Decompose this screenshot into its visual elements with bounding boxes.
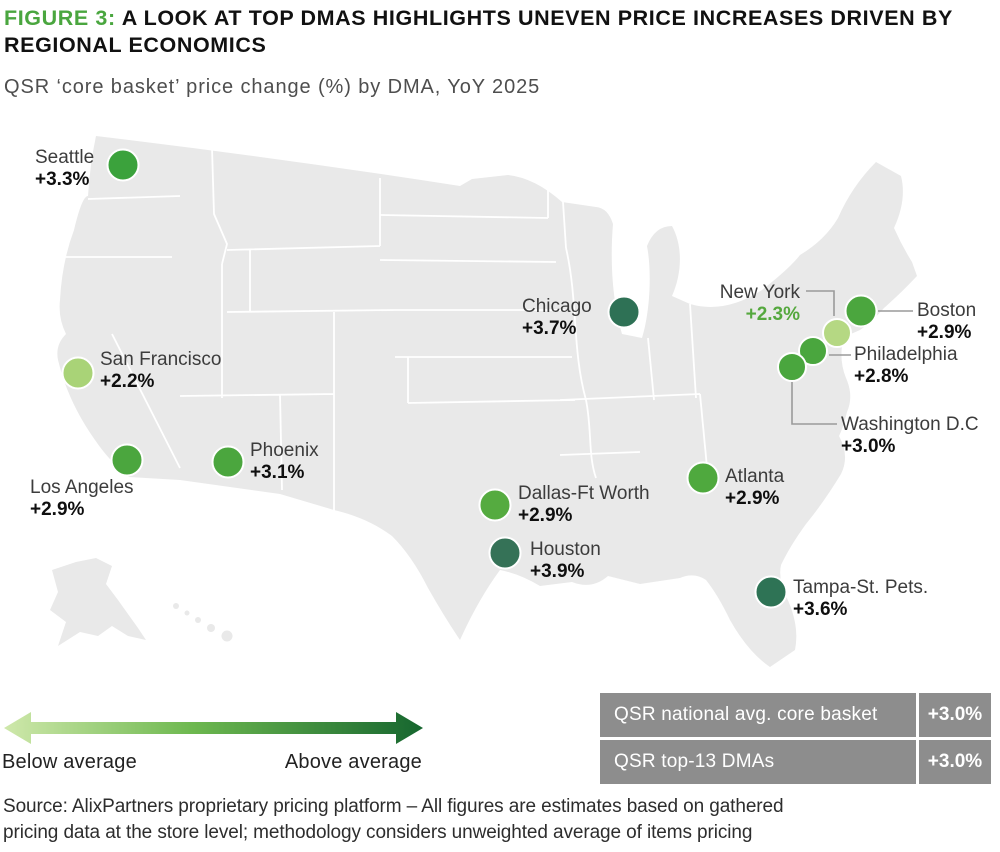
dma-label-seattle: Seattle +3.3% xyxy=(35,147,94,191)
dma-dot-washington-dc xyxy=(777,352,807,382)
dma-dot-dallas xyxy=(478,488,512,522)
dma-value: +2.8% xyxy=(854,366,909,387)
dma-name: Washington D.C xyxy=(841,414,979,435)
dma-dot-seattle xyxy=(106,148,140,182)
alaska-shape xyxy=(50,558,146,646)
dma-label-boston: Boston +2.9% xyxy=(917,300,976,344)
benchmark-value: +3.0% xyxy=(919,693,991,737)
dma-name: Phoenix xyxy=(250,440,319,461)
callout-line-washington-dc xyxy=(791,382,837,425)
dma-value: +3.7% xyxy=(522,318,577,339)
dma-name: Chicago xyxy=(522,296,592,317)
dma-name: Boston xyxy=(917,300,977,321)
source-line-1: Source: AlixPartners proprietary pricing… xyxy=(3,796,784,817)
dma-dot-chicago xyxy=(607,295,641,329)
dma-dot-phoenix xyxy=(211,445,245,479)
figure-subtitle: QSR ‘core basket’ price change (%) by DM… xyxy=(4,76,541,98)
dma-value: +3.0% xyxy=(841,436,896,457)
dma-label-los-angeles: Los Angeles +2.9% xyxy=(30,477,134,521)
figure-number: FIGURE 3: xyxy=(4,6,116,30)
source-note: Source: AlixPartners proprietary pricing… xyxy=(3,794,958,846)
dma-name: Los Angeles xyxy=(30,477,134,498)
benchmark-table: QSR national avg. core basket +3.0% QSR … xyxy=(600,693,991,784)
dma-name: San Francisco xyxy=(100,349,222,370)
legend-below-average-label: Below average xyxy=(2,751,137,773)
dma-name: Tampa-St. Pets. xyxy=(793,577,929,598)
dma-dot-atlanta xyxy=(686,461,720,495)
dma-label-atlanta: Atlanta +2.9% xyxy=(725,466,784,510)
legend-above-average-label: Above average xyxy=(284,751,422,773)
dma-name: Atlanta xyxy=(725,466,785,487)
dma-value: +3.9% xyxy=(530,561,585,582)
dma-dot-san-francisco xyxy=(61,356,95,390)
dma-dot-boston xyxy=(844,294,878,328)
source-line-2: pricing data at the store level; methodo… xyxy=(3,822,753,843)
dma-value: +3.6% xyxy=(793,599,848,620)
table-row: QSR national avg. core basket +3.0% xyxy=(600,693,991,737)
dma-label-philadelphia: Philadelphia +2.8% xyxy=(854,344,958,388)
dma-label-houston: Houston +3.9% xyxy=(530,539,601,583)
dma-name: New York xyxy=(719,282,800,303)
dma-value: +2.9% xyxy=(917,322,972,343)
dma-value: +2.9% xyxy=(725,488,780,509)
dma-label-san-francisco: San Francisco +2.2% xyxy=(100,349,221,393)
dma-value: +3.3% xyxy=(35,169,90,190)
dma-value: +2.3% xyxy=(745,304,800,325)
benchmark-value: +3.0% xyxy=(919,740,991,784)
callout-line-new-york xyxy=(806,290,835,316)
table-row: QSR top-13 DMAs +3.0% xyxy=(600,740,991,784)
dma-name: Dallas-Ft Worth xyxy=(518,483,650,504)
benchmark-label: QSR national avg. core basket xyxy=(600,693,916,737)
dma-label-tampa: Tampa-St. Pets. +3.6% xyxy=(793,577,928,621)
dma-name: Philadelphia xyxy=(854,344,958,365)
dma-value: +2.2% xyxy=(100,371,155,392)
figure-title-text: A LOOK AT TOP DMAS HIGHLIGHTS UNEVEN PRI… xyxy=(4,6,953,57)
benchmark-label: QSR top-13 DMAs xyxy=(600,740,916,784)
dma-value: +2.9% xyxy=(30,499,85,520)
dma-label-phoenix: Phoenix +3.1% xyxy=(250,440,319,484)
dma-dot-new-york xyxy=(822,318,852,348)
dma-label-dallas: Dallas-Ft Worth +2.9% xyxy=(518,483,650,527)
dma-dot-houston xyxy=(488,536,522,570)
dma-name: Seattle xyxy=(35,147,95,168)
state-borders xyxy=(60,147,709,512)
figure-title: FIGURE 3: A LOOK AT TOP DMAS HIGHLIGHTS U… xyxy=(4,5,964,59)
dma-dot-tampa xyxy=(754,575,788,609)
dma-dot-los-angeles xyxy=(110,443,144,477)
dma-label-washington-dc: Washington D.C +3.0% xyxy=(841,414,979,458)
dma-name: Houston xyxy=(530,539,601,560)
dma-label-new-york: New York +2.3% xyxy=(660,282,800,326)
dma-value: +3.1% xyxy=(250,462,305,483)
dma-label-chicago: Chicago +3.7% xyxy=(522,296,592,340)
dma-value: +2.9% xyxy=(518,505,573,526)
legend-gradient-arrow xyxy=(4,712,423,744)
hawaii-shape xyxy=(173,603,233,642)
